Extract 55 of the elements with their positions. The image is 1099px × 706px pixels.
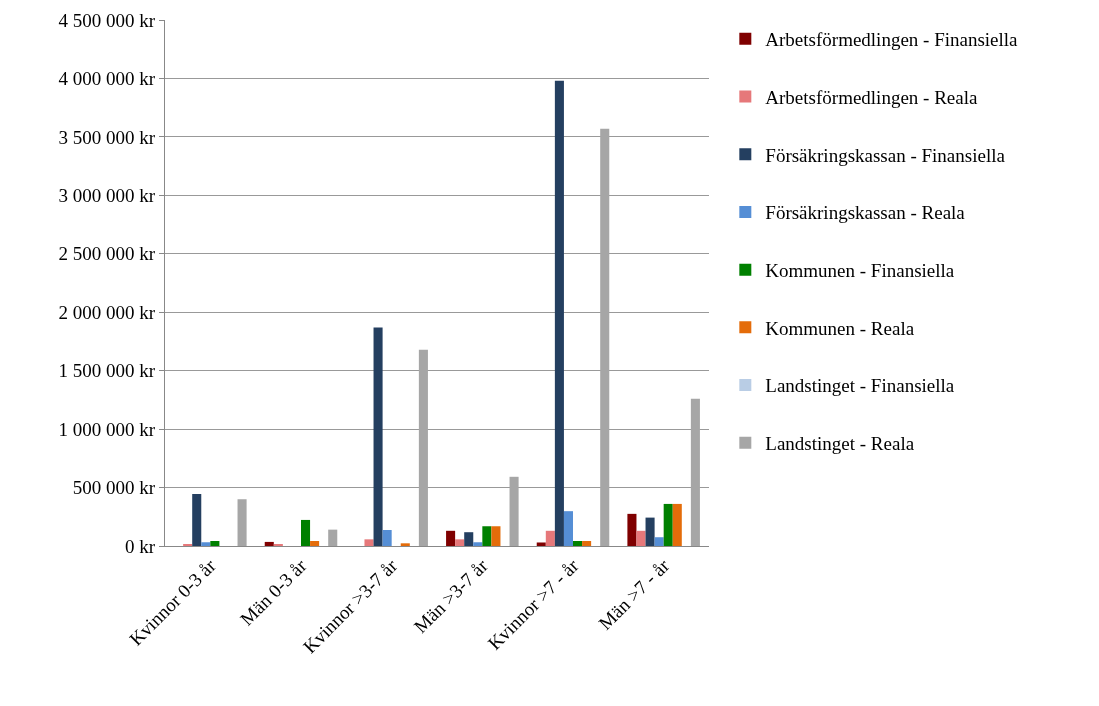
- bar: [545, 530, 555, 546]
- bar: [192, 493, 202, 546]
- bar: [554, 80, 564, 546]
- bar: [654, 537, 664, 546]
- y-tick-label: 3 000 000 kr: [58, 184, 156, 206]
- y-tick-label: 1 500 000 kr: [58, 360, 156, 382]
- bar: [582, 540, 592, 546]
- legend-label: Arbetsförmedlingen - Reala: [765, 86, 978, 108]
- bar: [364, 539, 374, 546]
- bar: [264, 541, 274, 546]
- legend-label: Landstinget - Reala: [765, 433, 915, 455]
- legend-label: Försäkringskassan - Reala: [765, 202, 966, 224]
- x-tick-label: Män >7 - år: [594, 554, 674, 634]
- bar: [563, 511, 573, 546]
- bar: [509, 476, 519, 546]
- bar: [690, 398, 700, 546]
- bar: [328, 529, 338, 546]
- bar: [672, 503, 682, 546]
- bar: [663, 503, 673, 546]
- y-tick-label: 2 500 000 kr: [58, 243, 156, 265]
- bar: [237, 499, 247, 546]
- bar: [627, 513, 637, 546]
- bar: [201, 542, 211, 546]
- bar: [210, 540, 220, 546]
- bar: [455, 539, 465, 546]
- y-tick-label: 4 000 000 kr: [58, 68, 156, 90]
- bar: [382, 529, 392, 546]
- legend-label: Landstinget - Finansiella: [765, 375, 955, 397]
- bar: [373, 327, 383, 546]
- y-tick-label: 0 kr: [125, 535, 156, 557]
- bar: [645, 517, 655, 546]
- bar: [418, 349, 428, 546]
- bar: [491, 526, 501, 546]
- bar: [446, 530, 456, 546]
- y-tick-label: 3 500 000 kr: [58, 126, 156, 148]
- bar: [482, 526, 492, 546]
- bar: [464, 532, 474, 546]
- bar: [310, 540, 320, 546]
- legend-label: Arbetsförmedlingen - Finansiella: [765, 29, 1019, 51]
- y-tick-label: 1 000 000 kr: [58, 418, 156, 440]
- bar: [573, 540, 583, 546]
- bar: [600, 128, 610, 546]
- legend-label: Försäkringskassan - Finansiella: [765, 144, 1006, 166]
- x-tick-label: Män >3-7 år: [409, 554, 493, 638]
- y-tick-label: 500 000 kr: [72, 477, 156, 499]
- bar: [636, 530, 646, 546]
- bar: [301, 519, 311, 546]
- legend-label: Kommunen - Reala: [765, 317, 915, 339]
- legend-label: Kommunen - Finansiella: [765, 260, 955, 282]
- y-tick-label: 2 000 000 kr: [58, 301, 156, 323]
- bar: [473, 542, 483, 546]
- bar: [536, 542, 546, 546]
- x-tick-label: Män 0-3 år: [236, 554, 312, 630]
- y-tick-label: 4 500 000 kr: [58, 9, 156, 31]
- bar: [400, 543, 410, 546]
